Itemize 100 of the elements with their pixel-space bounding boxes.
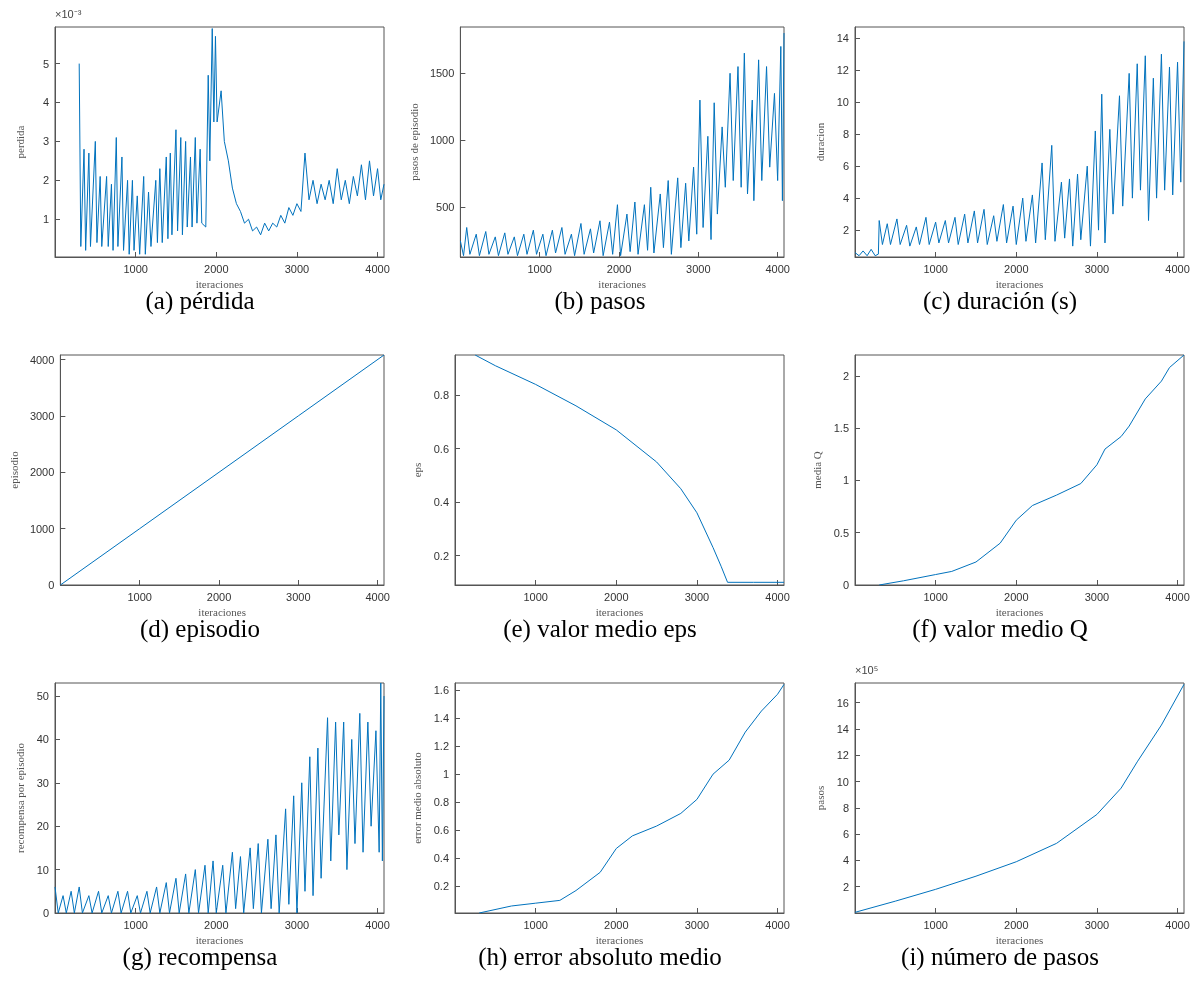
- x-tick-label: 4000: [765, 918, 790, 931]
- x-tick-label: 4000: [365, 918, 390, 931]
- y-tick-label: 0: [842, 579, 849, 591]
- y-tick-label: 1000: [429, 134, 455, 147]
- y-tick-label: 2: [842, 224, 849, 237]
- x-tick-label: 1000: [523, 590, 548, 603]
- x-tick-label: 4000: [1165, 918, 1190, 931]
- line-series: [78, 28, 385, 255]
- y-tick-label: 0.2: [433, 549, 449, 562]
- y-tick-label: 3: [42, 135, 49, 148]
- y-tick-label: 500: [436, 201, 455, 214]
- x-tick-label: 2000: [606, 262, 632, 275]
- y-tick-label: 30: [36, 776, 49, 789]
- line-series: [54, 682, 385, 914]
- y-axis-title: error medio absoluto: [411, 751, 424, 844]
- y-tick-label: 1.6: [433, 684, 449, 697]
- x-tick-label: 2000: [1004, 918, 1029, 931]
- x-tick-label: 1000: [127, 590, 152, 603]
- y-tick-label: 16: [836, 696, 849, 709]
- x-tick-label: 1000: [523, 918, 548, 931]
- y-tick-label: 4000: [29, 353, 55, 366]
- x-tick-label: 2000: [604, 918, 629, 931]
- y-tick-label: 3000: [29, 409, 55, 422]
- y-tick-label: 14: [836, 723, 849, 735]
- y-axis-title: pasos: [813, 785, 826, 811]
- x-tick-label: 1000: [923, 262, 948, 275]
- y-tick-label: 1000: [29, 522, 55, 535]
- y-axis-title: pasos de episodio: [407, 102, 420, 181]
- x-tick-label: 4000: [765, 262, 790, 275]
- x-tick-label: 2000: [204, 918, 229, 931]
- y-tick-label: 10: [836, 96, 849, 109]
- y-tick-label: 12: [836, 749, 849, 762]
- y-tick-label: 0.5: [833, 526, 849, 539]
- y-tick-label: 0.4: [433, 496, 449, 509]
- y-axis-title: episodio: [7, 450, 20, 489]
- x-tick-label: 3000: [284, 918, 310, 931]
- y-tick-label: 20: [36, 820, 49, 833]
- y-axis-title: recompensa por episodio: [13, 742, 26, 853]
- y-tick-label: 6: [842, 160, 849, 173]
- x-tick-label: 2000: [1004, 262, 1029, 275]
- x-tick-label: 4000: [1165, 590, 1190, 603]
- y-tick-label: 8: [842, 128, 849, 141]
- text: ×10⁵: [855, 663, 879, 676]
- y-tick-label: 2: [842, 880, 849, 893]
- y-axis-title: media Q: [811, 451, 824, 489]
- line-series: [474, 354, 785, 583]
- y-tick-label: 0.6: [433, 442, 449, 455]
- y-axis-title: eps: [411, 462, 424, 478]
- y-tick-label: 1.4: [433, 712, 449, 725]
- y-tick-label: 0.4: [433, 852, 449, 865]
- y-tick-label: 12: [836, 64, 849, 77]
- y-axis-title: perdida: [13, 125, 26, 159]
- y-tick-label: 1: [442, 768, 449, 781]
- y-tick-label: 1: [842, 474, 849, 487]
- y-tick-label: 5: [42, 57, 49, 70]
- y-tick-label: 0: [42, 907, 49, 919]
- y-tick-label: 14: [836, 32, 849, 45]
- x-tick-label: 3000: [286, 590, 311, 603]
- y-tick-label: 0: [48, 579, 55, 591]
- x-tick-label: 4000: [365, 590, 390, 603]
- x-tick-label: 1000: [123, 918, 148, 931]
- x-tick-label: 2000: [1004, 590, 1029, 603]
- x-tick-label: 3000: [284, 262, 310, 275]
- y-tick-label: 40: [36, 733, 49, 746]
- x-tick-label: 2000: [206, 590, 232, 603]
- x-tick-label: 4000: [365, 262, 390, 275]
- y-tick-label: 10: [36, 863, 49, 876]
- line-series: [59, 354, 385, 586]
- x-tick-label: 2000: [604, 590, 629, 603]
- x-tick-label: 1000: [527, 262, 552, 275]
- x-tick-label: 3000: [1084, 590, 1110, 603]
- x-tick-label: 3000: [1084, 262, 1110, 275]
- y-tick-label: 1500: [429, 67, 455, 80]
- y-tick-label: 2000: [29, 466, 55, 479]
- y-tick-label: 0.8: [433, 389, 449, 402]
- y-tick-label: 0.2: [433, 880, 449, 893]
- x-tick-label: 2000: [204, 262, 229, 275]
- y-axis-title: duracion: [813, 122, 826, 162]
- y-tick-label: 0.6: [433, 824, 449, 837]
- x-tick-label: 4000: [765, 590, 790, 603]
- y-tick-label: 4: [842, 192, 849, 205]
- x-tick-label: 3000: [684, 590, 710, 603]
- x-tick-label: 3000: [684, 918, 710, 931]
- y-tick-label: 10: [836, 775, 849, 788]
- y-tick-label: 50: [36, 690, 49, 703]
- y-tick-label: 1.5: [833, 422, 849, 435]
- y-tick-label: 2: [42, 174, 49, 187]
- x-tick-label: 1000: [123, 262, 148, 275]
- x-tick-label: 1000: [923, 918, 948, 931]
- y-tick-label: 4: [42, 96, 49, 109]
- y-tick-label: 6: [842, 828, 849, 841]
- line-series: [478, 683, 785, 914]
- y-tick-label: 4: [842, 854, 849, 867]
- y-tick-label: 0.8: [433, 796, 449, 809]
- x-tick-label: 3000: [1084, 918, 1110, 931]
- x-tick-label: 3000: [686, 262, 711, 275]
- line-series: [878, 354, 1185, 586]
- y-tick-label: 1.2: [433, 740, 449, 753]
- line-series: [854, 683, 1185, 913]
- x-tick-label: 1000: [923, 590, 948, 603]
